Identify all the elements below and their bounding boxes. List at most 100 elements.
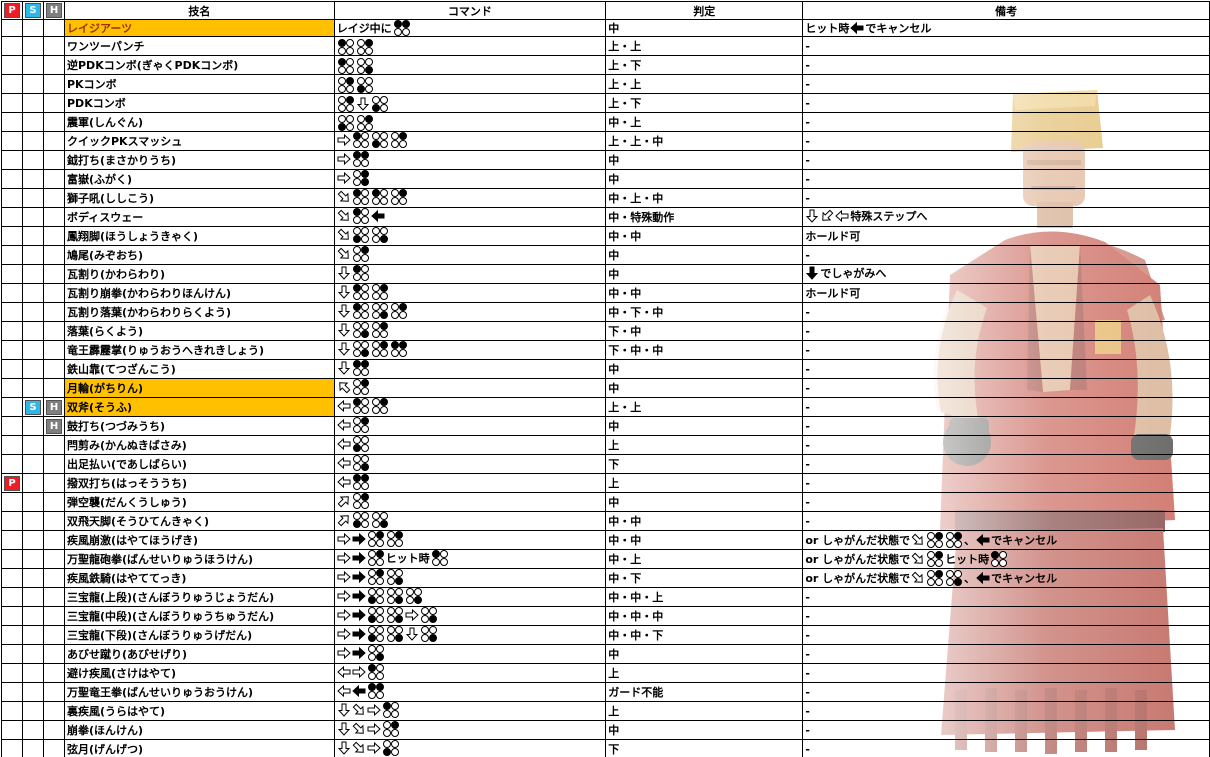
button-rp-icon bbox=[352, 379, 369, 395]
marker-cell-p bbox=[1, 131, 23, 151]
move-judge: 中 bbox=[605, 19, 804, 37]
tap-b-arrow-icon bbox=[336, 456, 351, 470]
hold-f-arrow-icon bbox=[352, 551, 366, 565]
move-judge: 下・中 bbox=[605, 321, 804, 341]
marker-cell-s bbox=[22, 169, 44, 189]
marker-cell-s bbox=[22, 131, 44, 151]
move-note: or しゃがんだ状態で 、 でキャンセル bbox=[802, 530, 1210, 550]
header-command: コマンド bbox=[333, 1, 607, 20]
s-marker-icon: S bbox=[25, 399, 41, 415]
move-note: - bbox=[802, 378, 1210, 398]
move-name: 富嶽(ふがく) bbox=[64, 169, 335, 189]
marker-cell-s bbox=[22, 606, 44, 626]
marker-cell-p bbox=[1, 606, 23, 626]
move-judge: 中・中 bbox=[605, 530, 804, 550]
command-text: - bbox=[805, 666, 810, 680]
button-rp-icon bbox=[337, 77, 354, 93]
button-lp-icon bbox=[352, 208, 369, 224]
command-text: ホールド可 bbox=[805, 287, 861, 300]
move-name: 鉞打ち(まさかりうち) bbox=[64, 150, 335, 170]
move-judge: 中・上 bbox=[605, 549, 804, 569]
command-text: - bbox=[805, 248, 810, 262]
marker-cell-h bbox=[43, 435, 65, 455]
move-note: - bbox=[802, 302, 1210, 322]
marker-cell-p bbox=[1, 549, 23, 569]
command-text: - bbox=[805, 381, 810, 395]
move-row: 鉄山靠(てつざんこう) 中 - bbox=[1, 359, 1210, 379]
marker-cell-p bbox=[1, 454, 23, 474]
move-row: 三宝龍(上段)(さんぼうりゅうじょうだん) 中・中・上 - bbox=[1, 587, 1210, 607]
header-note: 備考 bbox=[802, 1, 1210, 20]
marker-cell-h bbox=[43, 36, 65, 56]
marker-cell-h bbox=[43, 549, 65, 569]
marker-cell-h bbox=[43, 682, 65, 702]
tap-f-arrow-icon bbox=[352, 665, 366, 679]
marker-cell-s bbox=[22, 340, 44, 360]
marker-cell-p bbox=[1, 188, 23, 208]
tap-db-arrow-icon bbox=[822, 209, 834, 221]
marker-cell-p bbox=[1, 378, 23, 398]
marker-cell-p bbox=[1, 74, 23, 94]
tap-d-arrow-icon bbox=[337, 361, 350, 375]
move-row: 崩拳(ほんけん) 中 - bbox=[1, 720, 1210, 740]
move-row: 獅子吼(ししこう) 中・上・中 - bbox=[1, 188, 1210, 208]
command-text: - bbox=[805, 77, 810, 91]
move-judge: 中・中 bbox=[605, 226, 804, 246]
move-name: 双斧(そうふ) bbox=[64, 397, 335, 417]
move-command bbox=[333, 606, 607, 626]
move-judge: 中・中 bbox=[605, 283, 804, 303]
move-name: 逆PDKコンボ(ぎゃくPDKコンボ) bbox=[64, 55, 335, 75]
move-judge: 上・上 bbox=[605, 397, 804, 417]
button-wp-icon bbox=[367, 683, 384, 699]
move-name: 鳩尾(みぞおち) bbox=[64, 245, 335, 265]
marker-cell-s bbox=[22, 321, 44, 341]
command-text: - bbox=[805, 495, 810, 509]
command-text: - bbox=[805, 115, 810, 129]
command-text: - bbox=[805, 457, 810, 471]
button-rp-icon bbox=[367, 550, 384, 566]
marker-cell-p bbox=[1, 530, 23, 550]
marker-cell-s bbox=[22, 492, 44, 512]
move-judge: 中・中・下 bbox=[605, 625, 804, 645]
tap-f-arrow-icon bbox=[337, 532, 351, 546]
move-command bbox=[333, 150, 607, 170]
move-row: 裏疾風(うらはやて) 上 - bbox=[1, 701, 1210, 721]
header-judge: 判定 bbox=[605, 1, 804, 20]
move-name: 万聖龍砲拳(ばんせいりゅうほうけん) bbox=[64, 549, 335, 569]
move-note: - bbox=[802, 720, 1210, 740]
marker-cell-h bbox=[43, 321, 65, 341]
move-note: - bbox=[802, 150, 1210, 170]
h-marker-icon: H bbox=[46, 418, 62, 434]
button-rp-icon bbox=[356, 115, 373, 131]
move-name: 出足払い(であしばらい) bbox=[64, 454, 335, 474]
button-lp-icon bbox=[352, 132, 369, 148]
hold-b-arrow-icon bbox=[370, 209, 385, 223]
move-note: - bbox=[802, 682, 1210, 702]
tap-f-arrow-icon bbox=[337, 570, 351, 584]
move-note: - bbox=[802, 245, 1210, 265]
marker-cell-p bbox=[1, 416, 23, 436]
move-row: 震軍(しんぐん) 中・上 - bbox=[1, 112, 1210, 132]
move-command bbox=[333, 112, 607, 132]
move-note: - bbox=[802, 416, 1210, 436]
move-row: 弦月(げんげつ) 下 - bbox=[1, 739, 1210, 757]
command-text: - bbox=[805, 628, 810, 642]
marker-cell-s bbox=[22, 644, 44, 664]
button-lp-icon bbox=[371, 189, 388, 205]
button-lk-icon bbox=[367, 588, 384, 604]
button-lk-icon bbox=[371, 96, 388, 112]
button-rp-icon bbox=[927, 551, 944, 567]
move-command bbox=[333, 226, 607, 246]
button-lp-icon bbox=[352, 265, 369, 281]
marker-cell-p bbox=[1, 55, 23, 75]
marker-cell-p bbox=[1, 340, 23, 360]
tap-d-arrow-icon bbox=[337, 342, 350, 356]
button-rk-icon bbox=[371, 227, 388, 243]
move-command bbox=[333, 511, 607, 531]
tap-f-arrow-icon bbox=[337, 627, 351, 641]
button-lk-icon bbox=[382, 740, 399, 756]
move-name: 竜王霹靂掌(りゅうおうへきれきしょう) bbox=[64, 340, 335, 360]
move-name: PDKコンボ bbox=[64, 93, 335, 113]
hold-f-arrow-icon bbox=[352, 627, 366, 641]
move-note: - bbox=[802, 492, 1210, 512]
